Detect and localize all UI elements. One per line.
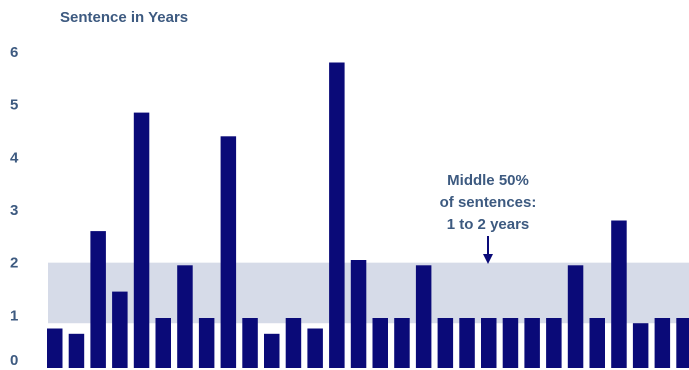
y-tick-label: 0	[10, 352, 18, 369]
bar	[177, 265, 193, 368]
bar	[242, 318, 258, 368]
y-tick-label: 5	[10, 97, 18, 114]
bar	[220, 136, 237, 368]
bar	[285, 318, 302, 368]
bar	[502, 318, 519, 368]
bar	[198, 318, 215, 368]
y-tick-label: 1	[10, 307, 18, 324]
bar	[481, 318, 497, 368]
bar	[546, 318, 562, 368]
arrow-head	[483, 254, 493, 264]
bar	[437, 318, 454, 368]
bar	[589, 318, 605, 368]
bar	[133, 112, 150, 368]
y-axis-ticks: 0 1 2 3 4 5 6	[10, 44, 19, 369]
bar	[567, 265, 584, 368]
bar	[394, 318, 410, 368]
bar	[654, 318, 671, 368]
bar	[90, 231, 106, 368]
bar	[112, 291, 128, 368]
bar	[676, 318, 689, 368]
bar	[307, 328, 323, 368]
bar	[155, 318, 171, 368]
bar	[68, 333, 85, 368]
bar	[632, 323, 649, 368]
bars-group	[47, 62, 689, 368]
y-tick-label: 3	[10, 202, 18, 219]
bar	[264, 333, 280, 368]
annotation-arrow-icon	[483, 236, 493, 264]
bar	[611, 220, 627, 368]
y-axis-label: Sentence in Years	[60, 9, 188, 26]
y-tick-label: 2	[10, 255, 18, 272]
bar	[47, 328, 63, 368]
bar	[350, 260, 367, 368]
annotation-line-1: Middle 50%	[447, 172, 529, 189]
y-tick-label: 4	[10, 149, 19, 166]
bar	[524, 318, 540, 368]
bar	[415, 265, 432, 368]
bar	[372, 318, 388, 368]
annotation-line-3: 1 to 2 years	[447, 216, 530, 233]
y-tick-label: 6	[10, 44, 18, 61]
annotation-line-2: of sentences:	[440, 194, 537, 211]
bar	[459, 318, 475, 368]
bar	[329, 62, 345, 368]
